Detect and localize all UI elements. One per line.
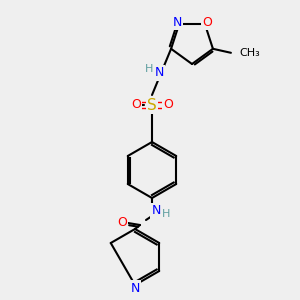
Text: O: O [117, 217, 127, 230]
Text: O: O [131, 98, 141, 112]
Text: S: S [147, 98, 157, 112]
Text: H: H [146, 64, 154, 74]
Text: N: N [130, 281, 140, 295]
Text: CH₃: CH₃ [239, 48, 260, 58]
Text: O: O [163, 98, 173, 112]
Text: N: N [155, 66, 164, 80]
Text: N: N [151, 205, 161, 218]
Text: O: O [202, 16, 212, 29]
Text: N: N [172, 16, 182, 29]
Text: H: H [162, 209, 170, 219]
